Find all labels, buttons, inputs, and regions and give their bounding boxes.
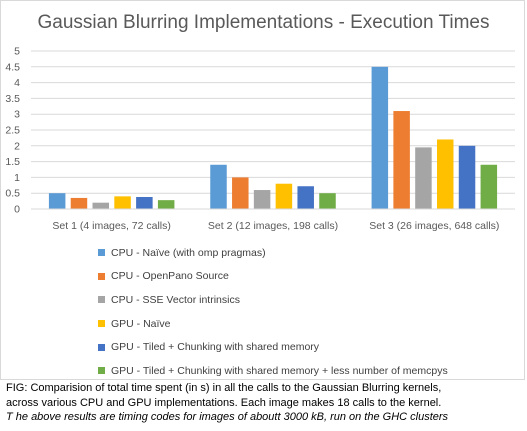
legend-swatch — [98, 367, 105, 374]
legend-item: CPU - SSE Vector intrinsics — [98, 288, 448, 312]
y-tick-label: 3 — [14, 109, 20, 121]
bar — [393, 111, 410, 209]
y-tick-label: 4 — [14, 77, 20, 89]
bar — [210, 165, 227, 209]
y-tick-label: 3.5 — [5, 93, 20, 105]
legend-item: CPU - Naïve (with omp pragmas) — [98, 241, 448, 265]
legend-label: CPU - Naïve (with omp pragmas) — [111, 247, 266, 259]
legend-label: CPU - SSE Vector intrinsics — [111, 294, 240, 306]
y-tick-label: 2.5 — [5, 125, 20, 137]
y-tick-label: 4.5 — [5, 61, 20, 73]
bar — [232, 177, 249, 209]
y-tick-label: 2 — [14, 140, 20, 152]
chart-legend: CPU - Naïve (with omp pragmas) CPU - Open… — [98, 241, 448, 383]
legend-item: CPU - OpenPano Source — [98, 265, 448, 289]
legend-item: GPU - Naïve — [98, 312, 448, 336]
legend-swatch — [98, 320, 105, 327]
x-category-label: Set 1 (4 images, 72 calls) — [52, 220, 170, 232]
legend-label: CPU - OpenPano Source — [111, 270, 229, 282]
legend-item: GPU - Tiled + Chunking with shared memor… — [98, 335, 448, 359]
bar — [459, 146, 476, 209]
bar — [71, 198, 88, 209]
legend-item: GPU - Tiled + Chunking with shared memor… — [98, 359, 448, 383]
bar — [481, 165, 498, 209]
bar-chart-plot: 0 0.5 1 1.5 2 2.5 3 3.5 4 4.5 5 Set 1 (4 images, 72… — [0, 0, 527, 240]
legend-swatch — [98, 273, 105, 280]
y-tick-label: 1.5 — [5, 156, 20, 168]
figure-caption: FIG: Comparision of total time spent (in… — [6, 381, 521, 425]
bar — [254, 190, 271, 209]
caption-line-1: FIG: Comparision of total time spent (in… — [6, 381, 521, 396]
bar — [136, 197, 153, 209]
bar — [297, 186, 314, 209]
y-tick-label: 0.5 — [5, 188, 20, 200]
caption-line-3: T he above results are timing codes for … — [6, 410, 521, 425]
legend-swatch — [98, 249, 105, 256]
y-tick-label: 0 — [14, 204, 20, 216]
bar — [276, 184, 293, 209]
legend-swatch — [98, 296, 105, 303]
bar — [114, 196, 131, 209]
legend-label: GPU - Naïve — [111, 318, 171, 330]
x-category-label: Set 2 (12 images, 198 calls) — [208, 220, 338, 232]
legend-label: GPU - Tiled + Chunking with shared memor… — [111, 341, 319, 353]
legend-label: GPU - Tiled + Chunking with shared memor… — [111, 365, 448, 377]
bar — [49, 193, 66, 209]
bar — [158, 200, 175, 209]
bar — [415, 147, 432, 209]
bar — [372, 67, 389, 209]
bar — [319, 193, 336, 209]
x-category-label: Set 3 (26 images, 648 calls) — [369, 220, 499, 232]
y-tick-label: 1 — [14, 172, 20, 184]
bar — [437, 139, 454, 209]
y-tick-label: 5 — [14, 46, 20, 58]
caption-line-2: across various CPU and GPU implementatio… — [6, 396, 521, 411]
legend-swatch — [98, 344, 105, 351]
bar — [93, 203, 110, 209]
